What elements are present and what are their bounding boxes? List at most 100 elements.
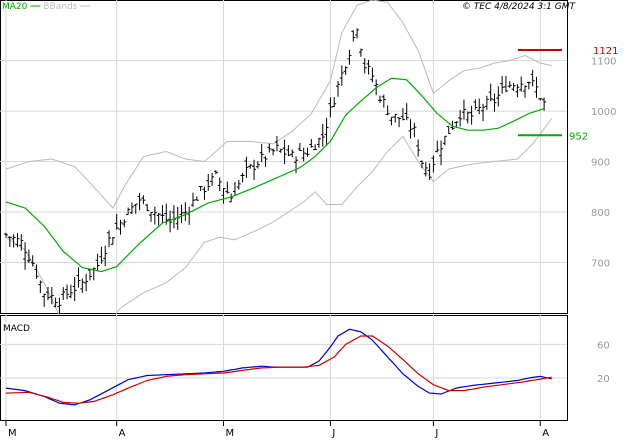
- price-bar: [99, 246, 104, 264]
- price-bar: [23, 242, 28, 270]
- price-bar: [244, 156, 249, 178]
- price-bar: [225, 181, 230, 194]
- month-label: A: [119, 428, 126, 439]
- support-label: 952: [569, 131, 588, 142]
- price-tick-label: 700: [591, 259, 610, 270]
- price-bar: [358, 48, 363, 57]
- price-bar: [385, 105, 390, 116]
- price-bar: [80, 278, 85, 293]
- macd-tick-label: 60: [597, 340, 610, 351]
- price-bar: [282, 139, 287, 165]
- price-bar: [339, 65, 344, 86]
- price-panel-frame: [0, 0, 568, 314]
- price-bar: [324, 118, 329, 146]
- price-bar: [458, 110, 463, 127]
- price-bar: [351, 30, 356, 42]
- price-bar: [492, 93, 497, 112]
- ma20-legend: MA20: [2, 2, 28, 12]
- price-bar: [538, 97, 543, 101]
- price-bar: [152, 206, 157, 225]
- price-bar: [419, 160, 424, 169]
- price-bar: [332, 96, 337, 108]
- price-bar: [259, 143, 264, 163]
- price-bar: [484, 95, 489, 110]
- ma20-line: [5, 77, 545, 273]
- price-bar: [236, 180, 241, 190]
- price-bar: [126, 207, 131, 216]
- price-bar: [229, 193, 234, 203]
- price-bar: [523, 85, 528, 98]
- price-bar: [309, 138, 314, 148]
- macd-signal-line: [5, 335, 552, 404]
- price-bar: [507, 81, 512, 88]
- price-bar: [149, 211, 154, 222]
- price-bar: [530, 69, 535, 87]
- price-bar: [194, 196, 199, 201]
- macd-title: MACD: [3, 324, 30, 334]
- copyright-timestamp: © TEC 4/8/2024 3:1 GMT: [462, 2, 577, 12]
- price-tick-label: 800: [591, 208, 610, 219]
- price-bar: [442, 135, 447, 146]
- price-bar: [103, 245, 108, 267]
- price-bar: [61, 287, 66, 300]
- price-bar: [355, 28, 360, 39]
- price-bar: [84, 273, 89, 292]
- price-bar: [156, 212, 161, 226]
- price-bar: [45, 286, 50, 301]
- price-bar: [431, 155, 436, 173]
- month-label: J: [434, 428, 438, 439]
- price-bar: [393, 113, 398, 123]
- price-bar: [210, 172, 215, 186]
- price-bar: [286, 145, 291, 157]
- price-bar: [271, 148, 276, 156]
- price-bar: [217, 177, 222, 192]
- price-bar: [183, 202, 188, 221]
- price-bar: [423, 162, 428, 177]
- resistance-label: 1121: [593, 46, 618, 57]
- price-bar: [397, 117, 402, 128]
- price-bar: [294, 156, 299, 174]
- price-bar: [278, 148, 283, 153]
- price-bar: [65, 284, 70, 300]
- price-bar: [191, 192, 195, 207]
- price-bar: [488, 83, 493, 102]
- price-bar: [439, 140, 444, 166]
- price-bar: [389, 116, 394, 126]
- price-bar: [481, 103, 486, 122]
- price-bar: [469, 105, 474, 125]
- price-bar: [15, 233, 20, 248]
- price-bar: [76, 267, 81, 288]
- macd-tick-label: 20: [597, 374, 610, 385]
- price-bar: [213, 170, 218, 175]
- price-bar: [301, 147, 306, 162]
- price-bar: [137, 192, 142, 211]
- price-bar: [461, 99, 466, 120]
- price-bar: [381, 94, 386, 108]
- price-gridlines: [0, 0, 567, 313]
- price-bar: [68, 284, 73, 299]
- macd-gridlines: [0, 315, 567, 420]
- price-panel: 700 800 900 1000 1100 1121 952 MA20 BBands © …: [0, 0, 618, 329]
- price-bar: [477, 98, 482, 115]
- price-bar: [133, 203, 138, 214]
- price-bar: [503, 75, 508, 93]
- price-bar: [263, 156, 268, 167]
- price-bar: [57, 297, 62, 314]
- price-bar: [378, 95, 382, 103]
- price-bar: [500, 76, 505, 94]
- price-bar: [290, 149, 295, 158]
- price-bar: [145, 204, 150, 212]
- price-bar: [526, 81, 531, 90]
- price-bar: [19, 234, 24, 251]
- price-bar: [328, 97, 333, 118]
- price-bar: [72, 277, 77, 302]
- price-bar: [404, 103, 409, 121]
- price-bar: [267, 143, 272, 153]
- price-bar: [450, 120, 455, 130]
- price-bar: [255, 161, 260, 169]
- price-bar: [4, 232, 8, 238]
- price-tick-label: 1100: [591, 57, 616, 68]
- price-bar: [129, 202, 134, 214]
